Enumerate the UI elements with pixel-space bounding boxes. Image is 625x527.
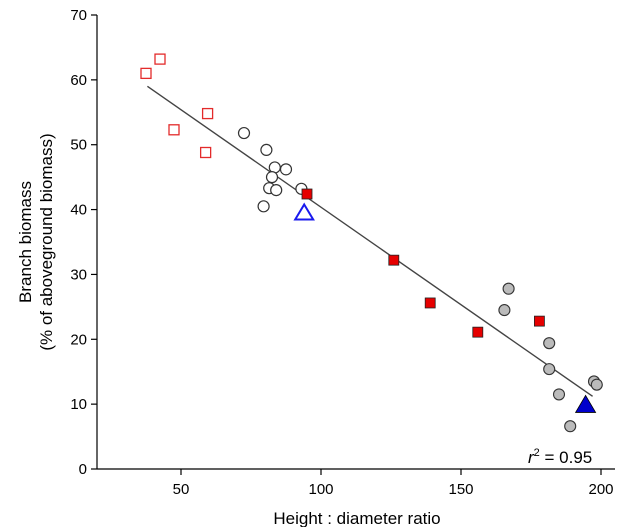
y-tick-label: 40: [70, 202, 87, 219]
x-tick-label: 100: [308, 481, 333, 498]
y-tick-label: 0: [79, 461, 87, 478]
square-filled-point: [424, 297, 436, 309]
tick-labels: 0 10 20 30 40 50 60 70 50 100 150 200: [70, 7, 613, 498]
y-axis-label-line-1: Branch biomass: [16, 181, 35, 303]
y-tick-label: 70: [70, 7, 87, 24]
circle-open-point: [265, 171, 279, 184]
square-open-point: [201, 107, 214, 120]
triangle-open-point: [293, 202, 315, 221]
y-tick-label: 60: [70, 72, 87, 89]
y-axis-label-line-2: (% of aboveground biomass): [37, 133, 56, 350]
square-filled-point: [388, 254, 400, 266]
square-open-point: [140, 67, 152, 80]
circle-filled-point: [543, 337, 556, 350]
x-tick-label: 150: [448, 481, 473, 498]
square-open-point: [199, 146, 212, 159]
circle-filled-point: [543, 363, 556, 376]
square-filled-point: [301, 188, 313, 200]
r-symbol: r: [528, 448, 535, 467]
regression-line: [146, 85, 593, 397]
square-open-point: [154, 53, 166, 65]
square-open-point: [168, 124, 180, 136]
circle-open-point: [270, 184, 283, 197]
x-tick-label: 50: [173, 481, 190, 498]
r-squared-annotation: r2 = 0.95: [528, 447, 592, 467]
axes: [91, 14, 615, 475]
circle-filled-point: [552, 388, 566, 401]
square-filled-point: [534, 315, 545, 327]
r-squared-value: = 0.95: [540, 448, 592, 467]
x-tick-label: 200: [588, 481, 613, 498]
circle-filled-point: [590, 378, 603, 391]
y-tick-label: 10: [70, 396, 87, 413]
circle-filled-point: [498, 304, 511, 317]
triangle-filled-point: [574, 394, 597, 413]
y-tick-label: 30: [70, 266, 87, 283]
square-filled-point: [472, 326, 484, 338]
r-exponent: 2: [534, 447, 540, 459]
circle-open-point: [237, 126, 251, 140]
y-tick-label: 50: [70, 137, 87, 154]
circle-open-point: [260, 143, 273, 157]
data-points: [140, 53, 603, 433]
circle-open-point: [257, 200, 270, 213]
x-axis-label: Height : diameter ratio: [273, 509, 440, 527]
y-tick-label: 20: [70, 331, 87, 348]
circle-filled-point: [502, 282, 515, 295]
circle-filled-point: [564, 420, 577, 433]
circle-open-point: [279, 163, 293, 176]
